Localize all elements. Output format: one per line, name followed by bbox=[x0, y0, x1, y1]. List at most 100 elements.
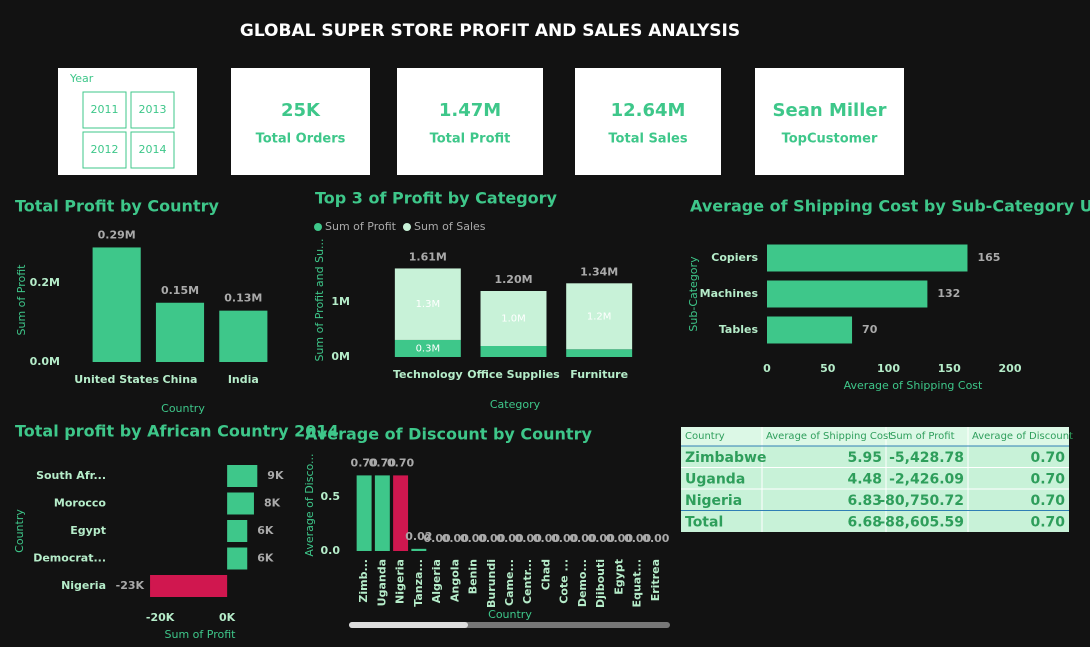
value-label: 6K bbox=[257, 552, 274, 565]
bar bbox=[411, 548, 427, 551]
value-label: 0.02 bbox=[405, 530, 432, 543]
table-cell: 5.95 bbox=[847, 450, 882, 466]
table-cell: 0.70 bbox=[1030, 493, 1065, 509]
bar bbox=[227, 465, 258, 487]
bar bbox=[219, 310, 268, 362]
table-cell: 0.70 bbox=[1030, 450, 1065, 466]
table-header-cell: Country bbox=[685, 431, 725, 442]
table-cell: -5,428.78 bbox=[889, 450, 964, 466]
x-tick-label: Technology bbox=[393, 368, 463, 381]
total-label: 1.34M bbox=[580, 265, 618, 278]
kpi-value: Sean Miller bbox=[773, 100, 887, 121]
value-label: 0.13M bbox=[224, 292, 262, 305]
table-cell: 6.83 bbox=[847, 493, 882, 509]
kpi-label: Total Sales bbox=[608, 132, 687, 147]
bar bbox=[227, 492, 254, 515]
chart-title: Average of Shipping Cost by Sub-Category… bbox=[690, 197, 1090, 216]
bar-segment bbox=[566, 283, 633, 350]
dashboard-title: GLOBAL SUPER STORE PROFIT AND SALES ANAL… bbox=[240, 21, 740, 41]
kpi-value: 25K bbox=[281, 100, 321, 121]
x-tick-label: 200 bbox=[999, 362, 1022, 375]
y-tick-label: 0.0 bbox=[321, 544, 341, 557]
x-tick-label: Came... bbox=[503, 559, 516, 606]
value-label: 6K bbox=[257, 524, 274, 537]
legend-swatch bbox=[402, 223, 411, 231]
x-tick-label: 0 bbox=[763, 362, 771, 375]
legend-label: Sum of Profit bbox=[325, 220, 397, 233]
value-label: 0.00 bbox=[533, 532, 560, 545]
x-tick-label: India bbox=[228, 373, 259, 386]
x-tick-label: Equat... bbox=[631, 559, 644, 607]
x-axis-label: Category bbox=[490, 398, 541, 411]
slicer-item-label[interactable]: 2013 bbox=[139, 103, 167, 116]
value-label: 0.00 bbox=[569, 532, 596, 545]
table-cell: -88,605.59 bbox=[879, 514, 964, 530]
y-tick-label: 1M bbox=[331, 295, 350, 308]
bar bbox=[374, 475, 390, 551]
kpi-label: Total Profit bbox=[430, 132, 511, 147]
slicer-item[interactable] bbox=[130, 91, 175, 129]
x-tick-label: Centr... bbox=[521, 559, 534, 604]
value-label: 0.00 bbox=[551, 532, 578, 545]
bar-segment bbox=[566, 349, 633, 357]
value-label: 1.3M bbox=[416, 299, 441, 310]
table-cell: -80,750.72 bbox=[879, 493, 964, 509]
value-label: 0.00 bbox=[423, 532, 450, 545]
table-cell: 0.70 bbox=[1030, 471, 1065, 487]
x-tick-label: Tanza... bbox=[412, 559, 425, 607]
kpi-label: TopCustomer bbox=[782, 132, 878, 147]
table-cell: Uganda bbox=[685, 471, 745, 487]
table-header-cell: Average of Discount bbox=[972, 431, 1073, 442]
x-tick-label: Furniture bbox=[570, 368, 628, 381]
kpi-card bbox=[755, 68, 904, 175]
legend-label: Sum of Sales bbox=[414, 220, 486, 233]
value-label: 70 bbox=[862, 323, 878, 336]
total-label: 1.20M bbox=[494, 273, 532, 286]
table-cell: 6.68 bbox=[847, 514, 882, 530]
x-axis-label: Country bbox=[161, 402, 205, 415]
chart-title: Total profit by African Country 2014 bbox=[15, 422, 339, 441]
bar bbox=[227, 520, 248, 542]
value-label: -23K bbox=[116, 579, 145, 592]
x-tick-label: Egypt bbox=[612, 559, 625, 595]
value-label: 0.00 bbox=[606, 532, 633, 545]
x-axis-label: Sum of Profit bbox=[165, 628, 237, 641]
legend-swatch bbox=[314, 223, 322, 231]
value-label: 0.00 bbox=[442, 532, 469, 545]
kpi-label: Total Orders bbox=[256, 132, 346, 147]
slicer-item[interactable] bbox=[82, 91, 127, 129]
slicer-item[interactable] bbox=[130, 131, 175, 169]
value-label: 0.70 bbox=[369, 456, 396, 469]
value-label: 0.00 bbox=[624, 532, 651, 545]
value-label: 1.0M bbox=[501, 314, 526, 325]
table-cell: Zimbabwe bbox=[685, 450, 766, 466]
slicer-item-label[interactable]: 2012 bbox=[91, 143, 119, 156]
bar bbox=[150, 575, 228, 597]
slicer-item-label[interactable]: 2014 bbox=[139, 143, 167, 156]
table-header bbox=[681, 427, 1069, 446]
x-tick-label: United States bbox=[74, 373, 159, 386]
bar-segment bbox=[480, 291, 547, 346]
slicer-item-label[interactable]: 2011 bbox=[91, 103, 119, 116]
slicer-item[interactable] bbox=[82, 131, 127, 169]
value-label: 0.29M bbox=[98, 228, 136, 241]
bar-segment bbox=[394, 339, 461, 357]
kpi-value: 1.47M bbox=[439, 100, 501, 121]
y-tick-label: 0.0M bbox=[30, 355, 60, 368]
y-tick-label: Egypt bbox=[70, 524, 106, 537]
x-axis-label: Country bbox=[488, 608, 532, 621]
scrollbar-thumb[interactable] bbox=[349, 622, 468, 628]
value-label: 0.00 bbox=[460, 532, 487, 545]
y-tick-label: Tables bbox=[719, 323, 759, 336]
x-tick-label: Djibouti bbox=[594, 559, 607, 608]
value-label: 0.00 bbox=[478, 532, 505, 545]
chart-title: Total Profit by Country bbox=[15, 197, 219, 216]
bar bbox=[92, 247, 141, 362]
kpi-card bbox=[397, 68, 543, 175]
bar bbox=[393, 475, 409, 551]
x-tick-label: Office Supplies bbox=[467, 368, 560, 381]
y-tick-label: Copiers bbox=[711, 251, 758, 264]
value-label: 0.00 bbox=[515, 532, 542, 545]
bar bbox=[227, 547, 248, 570]
